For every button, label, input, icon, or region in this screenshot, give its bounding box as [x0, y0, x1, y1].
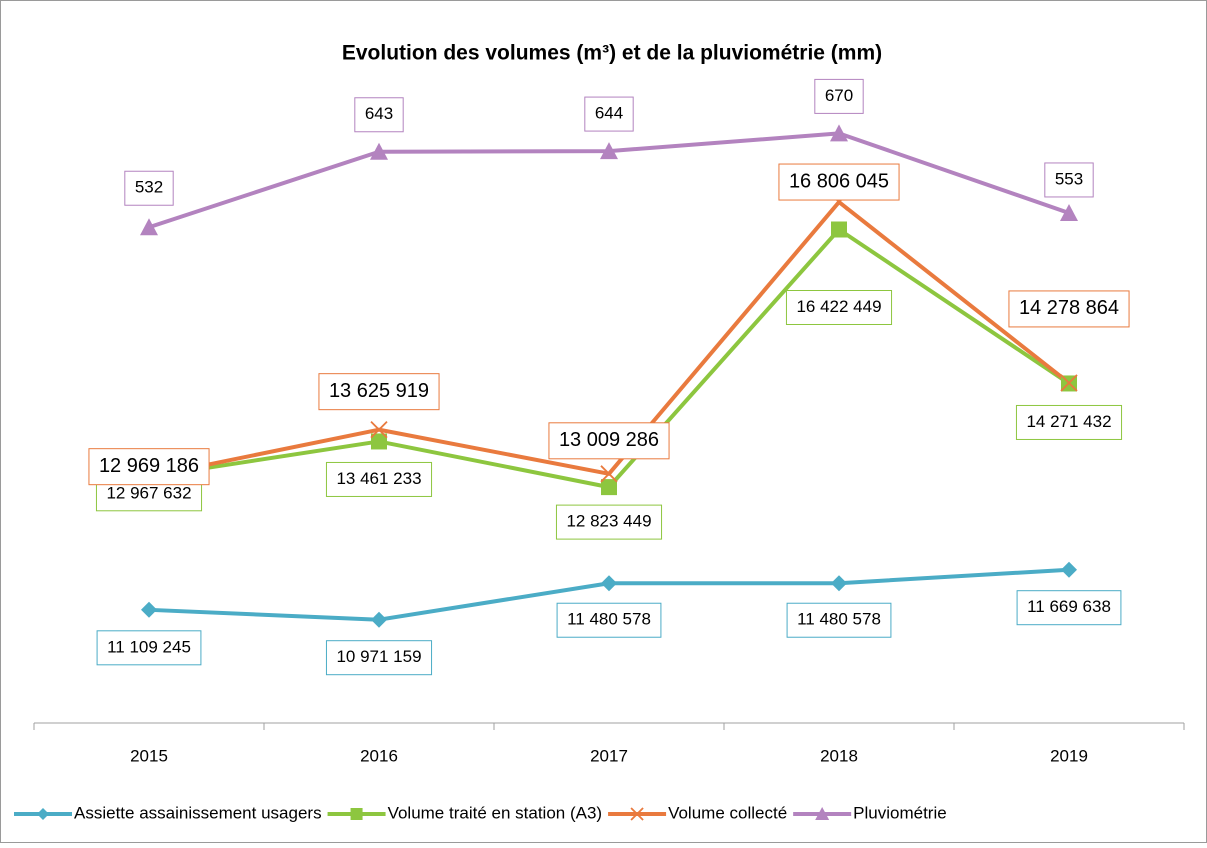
data-label-box — [786, 602, 892, 638]
marker — [370, 421, 388, 439]
marker — [1060, 203, 1078, 221]
data-label: 644 — [595, 104, 623, 123]
data-label-box — [584, 96, 634, 132]
data-label-box — [556, 602, 662, 638]
data-label: 12 823 449 — [566, 512, 651, 531]
data-label-box — [555, 504, 663, 540]
data-label: 16 422 449 — [796, 297, 881, 316]
marker — [831, 575, 847, 592]
data-label: 670 — [825, 86, 853, 105]
data-label: 11 480 578 — [567, 610, 651, 629]
marker — [815, 807, 830, 820]
marker — [140, 218, 158, 236]
chart-title: Evolution des volumes (m³) et de la pluv… — [342, 42, 882, 65]
data-label: 10 971 159 — [336, 647, 421, 666]
marker — [830, 124, 848, 142]
data-label: 14 271 432 — [1026, 412, 1111, 431]
marker — [601, 479, 617, 496]
data-label: 11 109 245 — [107, 637, 191, 656]
data-label-box — [1015, 404, 1123, 440]
marker — [600, 142, 618, 160]
data-label: 643 — [365, 104, 393, 123]
data-label-box — [124, 170, 174, 206]
data-label-box — [1016, 590, 1122, 626]
data-label: 13 009 286 — [559, 429, 659, 451]
marker — [370, 142, 388, 160]
data-label-box — [354, 97, 404, 133]
marker — [1061, 561, 1077, 578]
marker — [630, 807, 644, 821]
legend-label: Volume collecté — [668, 803, 787, 822]
legend-label: Pluviométrie — [853, 803, 947, 822]
marker — [37, 808, 49, 820]
data-label: 14 278 864 — [1019, 297, 1119, 319]
data-label-box — [325, 640, 433, 676]
data-label-box — [785, 289, 893, 325]
marker — [141, 601, 157, 618]
data-label: 12 967 632 — [106, 483, 191, 502]
marker — [1060, 374, 1078, 392]
data-label-box — [96, 630, 202, 666]
marker — [350, 808, 363, 820]
data-label: 532 — [135, 178, 163, 197]
marker — [600, 465, 618, 483]
marker — [371, 433, 387, 450]
data-label-box — [325, 461, 433, 497]
data-label: 13 625 919 — [329, 380, 429, 402]
data-label: 13 461 233 — [336, 469, 421, 488]
x-tick-label: 2019 — [1050, 746, 1088, 765]
legend-label: Assiette assainissement usagers — [74, 803, 322, 822]
data-label-box — [88, 448, 210, 486]
marker — [831, 221, 847, 238]
data-label: 16 806 045 — [789, 170, 889, 192]
data-label: 12 969 186 — [99, 455, 199, 477]
marker — [601, 575, 617, 592]
data-label-box — [1044, 162, 1094, 198]
x-tick-label: 2018 — [820, 746, 858, 765]
data-label: 11 480 578 — [797, 610, 881, 629]
marker — [371, 611, 387, 628]
data-label-box — [318, 373, 440, 411]
data-label-box — [814, 78, 864, 114]
data-label: 11 669 638 — [1027, 597, 1111, 616]
data-label-box — [548, 422, 670, 460]
legend-label: Volume traité en station (A3) — [388, 803, 603, 822]
x-tick-label: 2016 — [360, 746, 398, 765]
x-tick-label: 2015 — [130, 746, 168, 765]
x-tick-label: 2017 — [590, 746, 628, 765]
data-label-box — [1008, 290, 1130, 328]
data-label-box — [778, 163, 900, 201]
data-label: 553 — [1055, 169, 1083, 188]
